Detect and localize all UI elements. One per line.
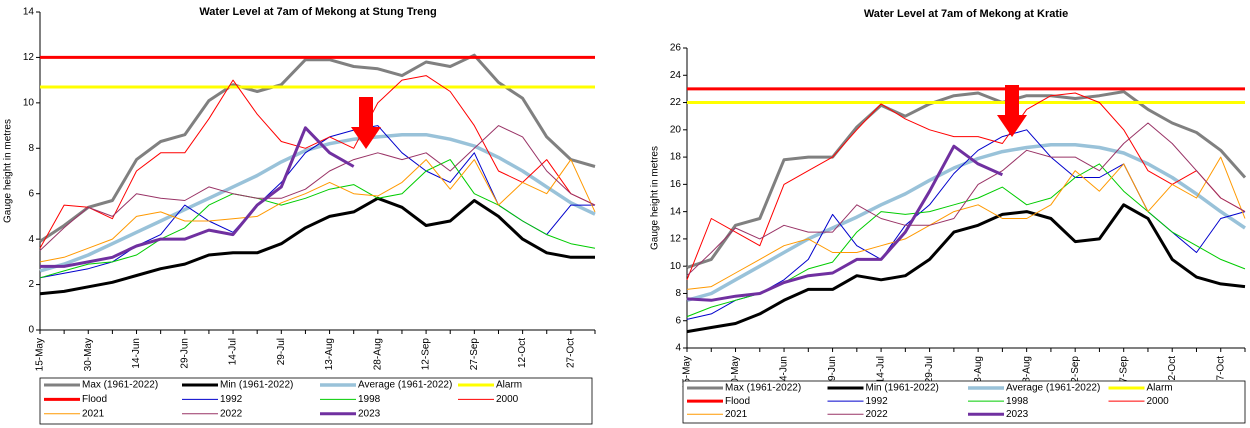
y-tick-label: 2 [28, 279, 34, 290]
legend-label: Flood [82, 394, 107, 405]
legend-label: 2022 [220, 408, 243, 419]
x-tick-label: 15-May [682, 356, 693, 389]
x-tick-label: 29-Jun [827, 356, 838, 387]
series-line [39, 196, 595, 296]
x-tick-label: 27-Sep [1118, 356, 1129, 389]
x-tick-label: 28-Aug [1021, 356, 1032, 388]
legend-label: 1992 [220, 394, 243, 405]
legend-label: Min (1961-2022) [866, 383, 939, 394]
legend-label: 2021 [82, 408, 105, 419]
y-tick-label: 4 [28, 234, 34, 245]
x-tick-label: 29-Jun [179, 338, 190, 369]
legend-label: Alarm [496, 380, 522, 391]
x-tick-label: 14-Jul [876, 356, 887, 383]
series-line [39, 159, 596, 263]
series-line [39, 132, 596, 273]
legend-label: 2000 [1147, 396, 1170, 407]
x-tick-label: 27-Sep [469, 338, 480, 371]
legend-label: Alarm [1147, 383, 1173, 394]
x-tick-label: 28-Aug [372, 338, 383, 370]
series-line [686, 92, 1246, 280]
x-tick-label: 14-Jun [779, 356, 790, 387]
y-tick-label: 8 [28, 143, 34, 154]
x-tick-label: 14-Jun [131, 338, 142, 369]
legend-label: Max (1961-2022) [82, 380, 158, 391]
y-tick-label: 10 [23, 97, 35, 108]
y-tick-label: 14 [670, 206, 682, 217]
y-tick-label: 18 [670, 152, 682, 163]
y-tick-label: 12 [23, 52, 35, 63]
y-tick-label: 4 [675, 343, 681, 354]
y-tick-label: 16 [670, 179, 682, 190]
x-tick-label: 30-May [730, 356, 741, 389]
arrow [997, 85, 1027, 137]
series-line [39, 159, 596, 279]
legend-label: Average (1961-2022) [358, 380, 452, 391]
series-line [686, 122, 1246, 277]
chart-title: Water Level at 7am of Mekong at Stung Tr… [199, 6, 436, 18]
arrow [351, 97, 381, 149]
series-line [686, 144, 1004, 302]
y-tick-label: 8 [675, 288, 681, 299]
chart-title: Water Level at 7am of Mekong at Kratie [864, 8, 1068, 20]
y-tick-label: 14 [23, 7, 35, 18]
x-tick-label: 12-Sep [421, 338, 432, 371]
legend-box [682, 380, 1246, 424]
y-tick-label: 6 [675, 315, 681, 326]
series-line [686, 203, 1246, 334]
x-tick-label: 27-Oct [566, 338, 577, 368]
y-tick-label: 20 [670, 124, 682, 135]
legend-label: 2023 [1006, 409, 1029, 420]
legend-label: 2023 [358, 408, 381, 419]
legend-label: Average (1961-2022) [1006, 383, 1100, 394]
legend-label: 1992 [866, 396, 889, 407]
y-tick-label: 6 [28, 188, 34, 199]
y-tick-label: 22 [670, 97, 682, 108]
x-tick-label: 29-Jul [276, 338, 287, 365]
y-tick-label: 24 [670, 70, 682, 81]
series-line [686, 156, 1246, 290]
legend-label: Max (1961-2022) [725, 383, 801, 394]
y-axis-label: Gauge height in metres [650, 146, 661, 250]
series-line [686, 143, 1246, 302]
legend-label: Min (1961-2022) [220, 380, 293, 391]
series-line [686, 90, 1247, 269]
x-tick-label: 13-Aug [973, 356, 984, 388]
y-tick-label: 10 [670, 261, 682, 272]
series-line [686, 129, 1246, 320]
legend-label: 2021 [725, 409, 748, 420]
x-tick-label: 14-Jul [228, 338, 239, 365]
x-tick-label: 12-Oct [517, 338, 528, 368]
series-line [39, 75, 596, 249]
y-axis-label: Gauge height in metres [3, 119, 14, 223]
legend-label: Flood [725, 396, 750, 407]
x-tick-label: 15-May [35, 338, 46, 371]
x-tick-label: 12-Oct [1167, 356, 1178, 386]
y-tick-label: 0 [28, 325, 34, 336]
legend-label: 2022 [866, 409, 889, 420]
x-tick-label: 30-May [83, 338, 94, 371]
legend-label: 1998 [1006, 396, 1029, 407]
legend-label: 2000 [496, 394, 519, 405]
legend-label: 1998 [358, 394, 381, 405]
series-line [39, 53, 596, 243]
x-tick-label: 27-Oct [1215, 356, 1226, 386]
y-tick-label: 26 [670, 43, 682, 54]
x-tick-label: 13-Aug [324, 338, 335, 370]
series-line [40, 126, 355, 268]
x-tick-label: 12-Sep [1070, 356, 1081, 389]
series-line [39, 125, 596, 251]
legend-box [39, 377, 593, 425]
y-tick-label: 12 [670, 234, 682, 245]
x-tick-label: 29-Jul [924, 356, 935, 383]
